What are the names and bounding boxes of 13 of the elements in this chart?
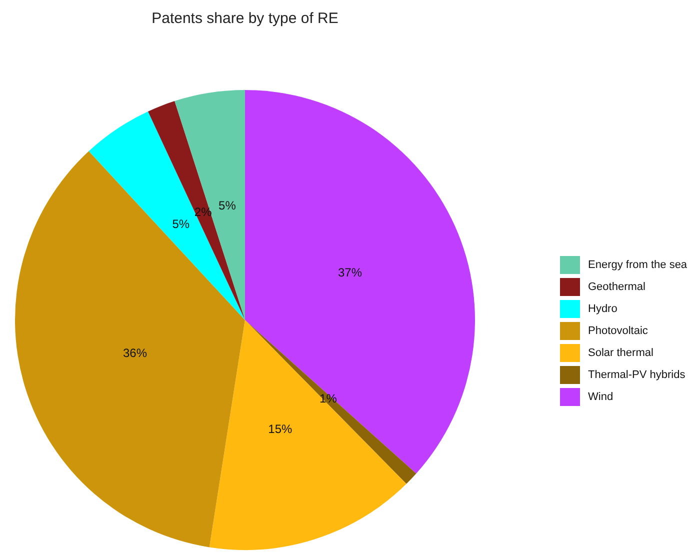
legend-label: Thermal-PV hybrids bbox=[588, 369, 686, 381]
chart-title: Patents share by type of RE bbox=[150, 10, 340, 27]
data-label: 37% bbox=[338, 265, 362, 280]
data-label: 5% bbox=[172, 216, 190, 231]
legend-label: Geothermal bbox=[588, 281, 646, 293]
legend-label: Photovoltaic bbox=[588, 325, 648, 337]
legend-label: Solar thermal bbox=[588, 347, 654, 359]
data-label: 15% bbox=[268, 422, 293, 436]
data-label: 36% bbox=[122, 346, 148, 360]
data-label: 5% bbox=[218, 198, 236, 213]
legend-label: Wind bbox=[588, 391, 614, 403]
legend-label: Hydro bbox=[588, 303, 618, 315]
legend-label: Energy from the sea bbox=[588, 259, 688, 271]
